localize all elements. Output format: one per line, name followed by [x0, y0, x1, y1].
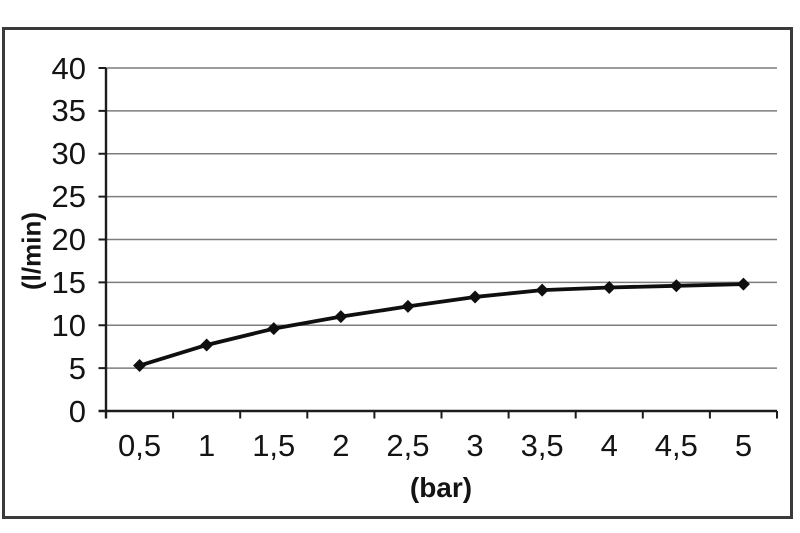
y-tick-label: 5	[68, 350, 86, 386]
x-tick-label: 5	[734, 428, 753, 463]
x-tick-label: 3,5	[520, 428, 564, 463]
data-point-marker	[133, 359, 147, 373]
data-point-marker	[602, 281, 616, 295]
x-tick-label: 1	[198, 428, 216, 463]
y-tick-label: 25	[51, 179, 86, 215]
data-point-marker	[401, 299, 415, 313]
data-point-marker	[736, 277, 750, 291]
data-point-marker	[535, 283, 549, 297]
data-point-marker	[334, 310, 348, 324]
x-tick-label: 2,5	[386, 428, 430, 463]
chart-frame	[2, 27, 793, 519]
series-line	[137, 282, 746, 368]
x-axis-title: (bar)	[409, 472, 473, 503]
y-tick-label: 15	[51, 264, 86, 300]
x-tick-label: 2	[332, 428, 350, 463]
y-tick-label: 30	[51, 136, 86, 172]
x-tick-label: 4,5	[654, 428, 698, 463]
data-point-marker	[669, 279, 683, 293]
data-point-marker	[267, 322, 281, 336]
x-tick-label: 3	[466, 428, 484, 463]
data-point-marker	[468, 290, 482, 304]
y-axis-title: (l/min)	[16, 212, 47, 290]
x-tick-label: 1,5	[252, 428, 296, 463]
y-tick-label: 10	[51, 307, 86, 343]
x-tick-label: 4	[600, 428, 618, 463]
x-tick-label: 0,5	[117, 428, 162, 463]
y-tick-label: 35	[51, 93, 86, 129]
y-tick-label: 0	[68, 393, 86, 429]
y-tick-label: 20	[51, 222, 86, 257]
data-point-marker	[200, 338, 214, 352]
y-tick-label: 40	[51, 50, 86, 86]
